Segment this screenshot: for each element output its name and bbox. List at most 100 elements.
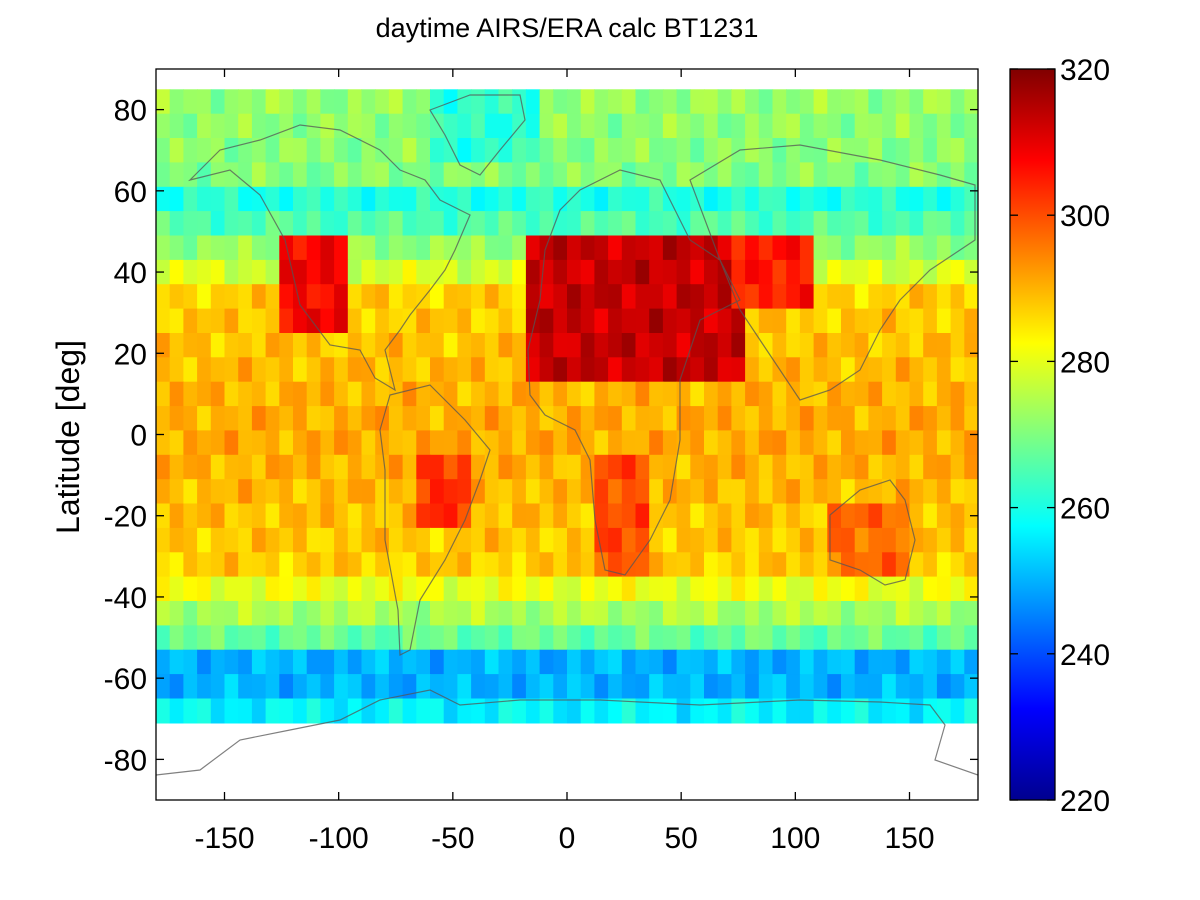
- heatmap-cell: [567, 284, 582, 310]
- heatmap-cell: [964, 235, 978, 261]
- heatmap-cell: [909, 211, 924, 237]
- heatmap-cell: [361, 503, 376, 529]
- heatmap-cell: [868, 259, 883, 285]
- heatmap-cell: [745, 454, 760, 480]
- heatmap-cell: [402, 503, 417, 529]
- heatmap-cell: [512, 235, 527, 261]
- heatmap-cell: [402, 113, 417, 139]
- heatmap-cell: [854, 89, 869, 115]
- heatmap-cell: [868, 211, 883, 237]
- heatmap-cell: [649, 333, 664, 358]
- heatmap-cell: [799, 430, 815, 456]
- heatmap-cell: [279, 113, 294, 139]
- heatmap-cell: [854, 284, 869, 310]
- heatmap-cell: [717, 357, 732, 383]
- heatmap-cell: [320, 552, 335, 578]
- heatmap-cell: [882, 235, 897, 261]
- heatmap-cell: [964, 649, 978, 675]
- heatmap-cell: [484, 211, 500, 237]
- heatmap-cell: [251, 357, 267, 383]
- heatmap-cell: [745, 503, 760, 529]
- heatmap-cell: [635, 381, 650, 407]
- heatmap-cell: [649, 552, 664, 578]
- heatmap-cell: [827, 113, 842, 139]
- heatmap-cell: [320, 284, 335, 310]
- heatmap-cell: [238, 259, 253, 285]
- heatmap-cell: [895, 259, 911, 285]
- heatmap-cell: [964, 698, 978, 724]
- heatmap-cell: [251, 625, 267, 651]
- heatmap-cell: [416, 211, 431, 237]
- heatmap-cell: [868, 138, 883, 163]
- heatmap-cell: [676, 259, 691, 285]
- heatmap-cell: [621, 357, 637, 383]
- heatmap-cell: [608, 235, 623, 261]
- heatmap-cell: [279, 259, 294, 285]
- heatmap-cell: [430, 284, 445, 310]
- heatmap-cell: [676, 576, 691, 602]
- heatmap-cell: [457, 601, 472, 626]
- heatmap-cell: [909, 89, 924, 115]
- heatmap-cell: [786, 552, 801, 578]
- heatmap-cell: [936, 113, 952, 139]
- heatmap-cell: [169, 649, 184, 675]
- heatmap-cell: [923, 333, 938, 358]
- heatmap-cell: [676, 406, 691, 432]
- heatmap-cell: [416, 430, 431, 456]
- heatmap-cell: [662, 674, 678, 700]
- heatmap-cell: [580, 576, 595, 602]
- heatmap-cell: [169, 138, 184, 163]
- heatmap-cell: [251, 576, 267, 602]
- heatmap-cell: [334, 186, 349, 212]
- heatmap-cell: [731, 406, 746, 432]
- heatmap-cell: [388, 259, 404, 285]
- heatmap-cell: [210, 479, 226, 505]
- heatmap-cell: [498, 576, 513, 602]
- heatmap-cell: [306, 454, 321, 480]
- heatmap-cell: [251, 601, 267, 626]
- heatmap-cell: [183, 89, 198, 115]
- heatmap-cell: [799, 308, 815, 334]
- heatmap-cell: [950, 649, 965, 675]
- heatmap-cell: [306, 333, 321, 358]
- heatmap-cell: [265, 89, 280, 115]
- heatmap-cell: [471, 698, 486, 724]
- heatmap-cell: [156, 649, 171, 675]
- heatmap-cell: [347, 381, 363, 407]
- heatmap-cell: [882, 333, 897, 358]
- heatmap-cell: [498, 259, 513, 285]
- heatmap-cell: [923, 527, 938, 553]
- heatmap-cell: [484, 503, 500, 529]
- heatmap-cell: [580, 601, 595, 626]
- heatmap-cell: [868, 674, 883, 700]
- heatmap-cell: [635, 601, 650, 626]
- heatmap-cell: [512, 576, 527, 602]
- heatmap-cell: [361, 235, 376, 261]
- heatmap-cell: [676, 235, 691, 261]
- heatmap-cell: [936, 259, 952, 285]
- heatmap-cell: [320, 406, 335, 432]
- heatmap-cell: [745, 186, 760, 212]
- heatmap-cell: [690, 357, 705, 383]
- heatmap-cell: [827, 186, 842, 212]
- heatmap-cell: [649, 138, 664, 163]
- heatmap-cell: [594, 211, 609, 237]
- heatmap-cell: [827, 138, 842, 163]
- heatmap-cell: [895, 552, 911, 578]
- heatmap-cell: [621, 503, 637, 529]
- heatmap-cell: [197, 674, 212, 700]
- heatmap-cell: [923, 674, 938, 700]
- heatmap-cell: [457, 235, 472, 261]
- heatmap-cell: [745, 162, 760, 188]
- heatmap-cell: [224, 186, 239, 212]
- heatmap-cell: [320, 576, 335, 602]
- heatmap-cell: [347, 357, 363, 383]
- heatmap-cell: [827, 259, 842, 285]
- heatmap-cell: [868, 698, 883, 724]
- heatmap-cell: [580, 89, 595, 115]
- heatmap-cell: [964, 406, 978, 432]
- heatmap-cell: [238, 211, 253, 237]
- heatmap-cell: [471, 333, 486, 358]
- heatmap-cell: [786, 89, 801, 115]
